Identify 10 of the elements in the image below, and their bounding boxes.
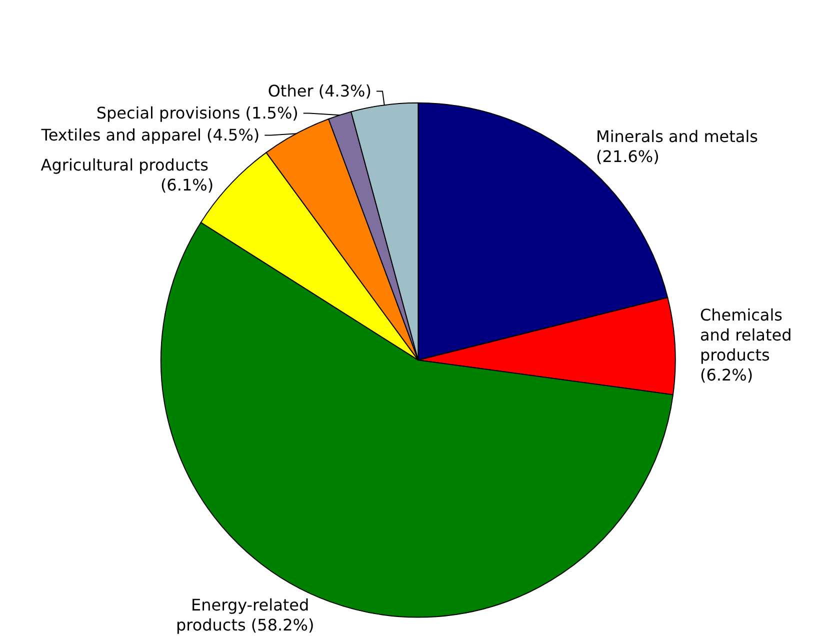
data-label: (21.6%) [596,146,660,166]
slice-label: Other (4.3%) [268,82,372,101]
slice-label: Agricultural products [40,155,214,174]
slice-label: Chemicals and related products [700,306,797,365]
data-label: (6.1%) [160,175,214,194]
slice-label: Textiles and apparel (4.5%) [40,126,260,145]
slice-label: Special provisions (1.5%) [96,104,298,123]
data-label: (6.2%) [700,366,754,385]
slice-label: Minerals and metals [596,126,764,146]
slice-label: Energy-related products (58.2%) [176,595,314,634]
